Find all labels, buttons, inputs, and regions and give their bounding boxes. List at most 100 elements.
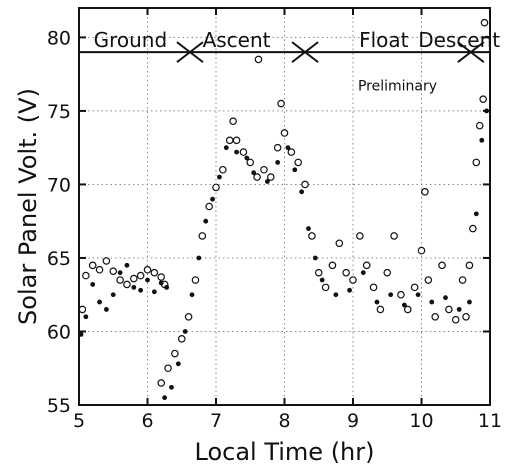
open-circle-point (479, 95, 487, 103)
filled-dot-point (169, 384, 174, 390)
open-circle-point (171, 349, 179, 358)
filled-dot-point (210, 196, 215, 202)
open-circle-point (431, 312, 440, 321)
filled-dot-point (162, 395, 168, 401)
open-circle-point (321, 283, 330, 292)
open-circle-point (277, 99, 285, 108)
x-tick-label: 8 (278, 410, 290, 432)
open-circle-point (308, 232, 316, 240)
y-tick-label: 75 (47, 101, 71, 123)
open-circle-point (198, 232, 207, 240)
y-tick-label: 70 (47, 174, 71, 196)
y-tick-label: 80 (47, 27, 71, 49)
open-circle-point (225, 136, 234, 145)
phase-label: Descent (418, 28, 500, 52)
filled-dot-point (124, 262, 130, 268)
y-tick-label: 60 (47, 321, 71, 343)
x-tick-labels: 5 6 7 8 9 10 11 (73, 410, 502, 432)
x-tick-label: 5 (73, 410, 85, 432)
filled-dot-point (83, 314, 89, 320)
open-circle-point (78, 305, 87, 314)
phase-boundary-x-mark (291, 41, 319, 63)
open-circle-point (445, 305, 453, 314)
open-circle-point (254, 55, 263, 64)
filled-dot-point (285, 145, 291, 151)
filled-dot-point (164, 284, 170, 290)
open-circle-point (417, 246, 426, 255)
flight-phase-labels: Ground Ascent Float Descent (94, 28, 501, 52)
y-axis-title: Solar Panel Volt. (V) (14, 88, 42, 325)
filled-dot-point (223, 145, 229, 151)
open-circle-point (177, 335, 186, 343)
open-circle-point (157, 273, 166, 281)
filled-dot-point (104, 307, 109, 312)
data-points (78, 18, 489, 401)
open-circle-point (88, 261, 97, 270)
open-circle-point (150, 268, 159, 277)
phase-label: Float (359, 28, 409, 52)
open-circle-point (260, 165, 268, 174)
filled-dot-point (151, 289, 157, 295)
filled-dot-point (333, 292, 339, 298)
open-circle-point (472, 158, 481, 167)
phase-label: Ascent (203, 28, 271, 52)
open-circle-point (253, 173, 261, 181)
filled-dot-point (217, 174, 222, 180)
filled-dot-point (90, 282, 96, 287)
open-circle-point (164, 364, 172, 373)
open-circle-point (421, 187, 429, 196)
filled-dot-point (347, 287, 352, 293)
filled-dot-point (306, 226, 311, 231)
open-circle-point (356, 232, 364, 240)
open-circle-point (301, 180, 309, 189)
open-circle-point (438, 261, 446, 270)
open-circle-point (246, 158, 255, 167)
filled-dot-point (401, 302, 407, 308)
filled-dot-point (292, 167, 298, 173)
filled-dot-point (251, 170, 257, 176)
open-circle-point (82, 271, 90, 280)
filled-dot-point (97, 299, 102, 305)
filled-dot-point (429, 299, 435, 305)
filled-dot-point (299, 189, 305, 195)
open-circle-point (143, 265, 152, 274)
filled-dot-point (196, 255, 202, 261)
open-circle-point (266, 173, 275, 181)
filled-dot-point (182, 329, 188, 334)
flight-phase-boundary-markers (176, 41, 485, 63)
filled-dot-point (244, 155, 250, 161)
filled-dot-point (312, 255, 318, 261)
x-tick-label: 6 (141, 410, 153, 432)
open-circle-point (349, 276, 357, 284)
open-circle-point (239, 148, 248, 156)
filled-dot-point (158, 280, 164, 286)
open-circle-point (369, 283, 378, 292)
open-circle-point (362, 261, 371, 270)
filled-dot-point (456, 307, 462, 312)
filled-dot-point (117, 270, 123, 276)
y-tick-label: 55 (47, 395, 71, 417)
filled-dot-point (473, 211, 479, 217)
open-circle-point (157, 379, 166, 387)
filled-dot-point (467, 299, 472, 305)
open-circle-point (116, 276, 124, 284)
filled-dot-point (479, 137, 485, 143)
open-circle-point (410, 283, 419, 292)
open-circle-point (136, 271, 145, 280)
open-circle-point (469, 224, 477, 233)
filled-dot-point (415, 292, 421, 298)
open-circle-point (130, 274, 138, 283)
open-circle-point (383, 268, 392, 277)
filled-dot-point (203, 218, 209, 224)
open-circle-point (212, 183, 220, 192)
open-circle-point (184, 312, 193, 321)
open-circle-point (403, 305, 412, 314)
open-circle-point (102, 257, 111, 265)
open-circle-point (123, 280, 131, 289)
filled-dot-point (443, 295, 448, 301)
open-circle-point (280, 129, 289, 137)
phase-boundary-x-mark (457, 41, 485, 63)
filled-dot-point (388, 292, 394, 298)
open-circle-point (376, 305, 385, 314)
open-circle-point (397, 290, 405, 299)
